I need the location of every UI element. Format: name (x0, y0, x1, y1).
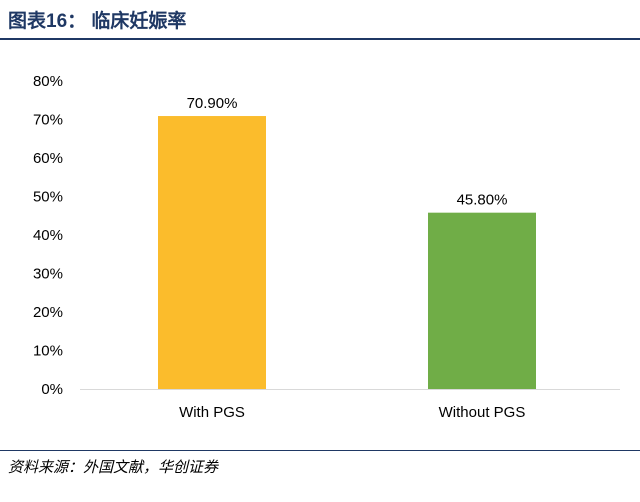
footer-rule (0, 450, 640, 451)
bar-chart: 0% 10% 20% 30% 40% 50% 60% 70% 80% 70.90% With PGS… (33, 73, 620, 421)
y-tick-label: 80% (33, 73, 63, 90)
y-tick-label: 40% (33, 227, 63, 244)
y-tick-label: 50% (33, 189, 63, 206)
title-rule (0, 38, 640, 40)
source-note: 资料来源：外国文献，华创证券 (8, 459, 219, 476)
y-tick-label: 20% (33, 304, 63, 321)
category-label: With PGS (179, 404, 245, 421)
y-tick-label: 70% (33, 112, 63, 129)
y-tick-label: 30% (33, 266, 63, 283)
category-label: Without PGS (439, 404, 526, 421)
y-tick-label: 60% (33, 150, 63, 167)
y-tick-label: 10% (33, 343, 63, 360)
bar (428, 212, 536, 389)
data-label: 45.80% (457, 192, 508, 209)
data-label: 70.90% (187, 95, 238, 112)
y-tick-label: 0% (41, 381, 63, 398)
figure-title: 图表16： 临床妊娠率 (8, 11, 187, 32)
bar (158, 116, 266, 389)
